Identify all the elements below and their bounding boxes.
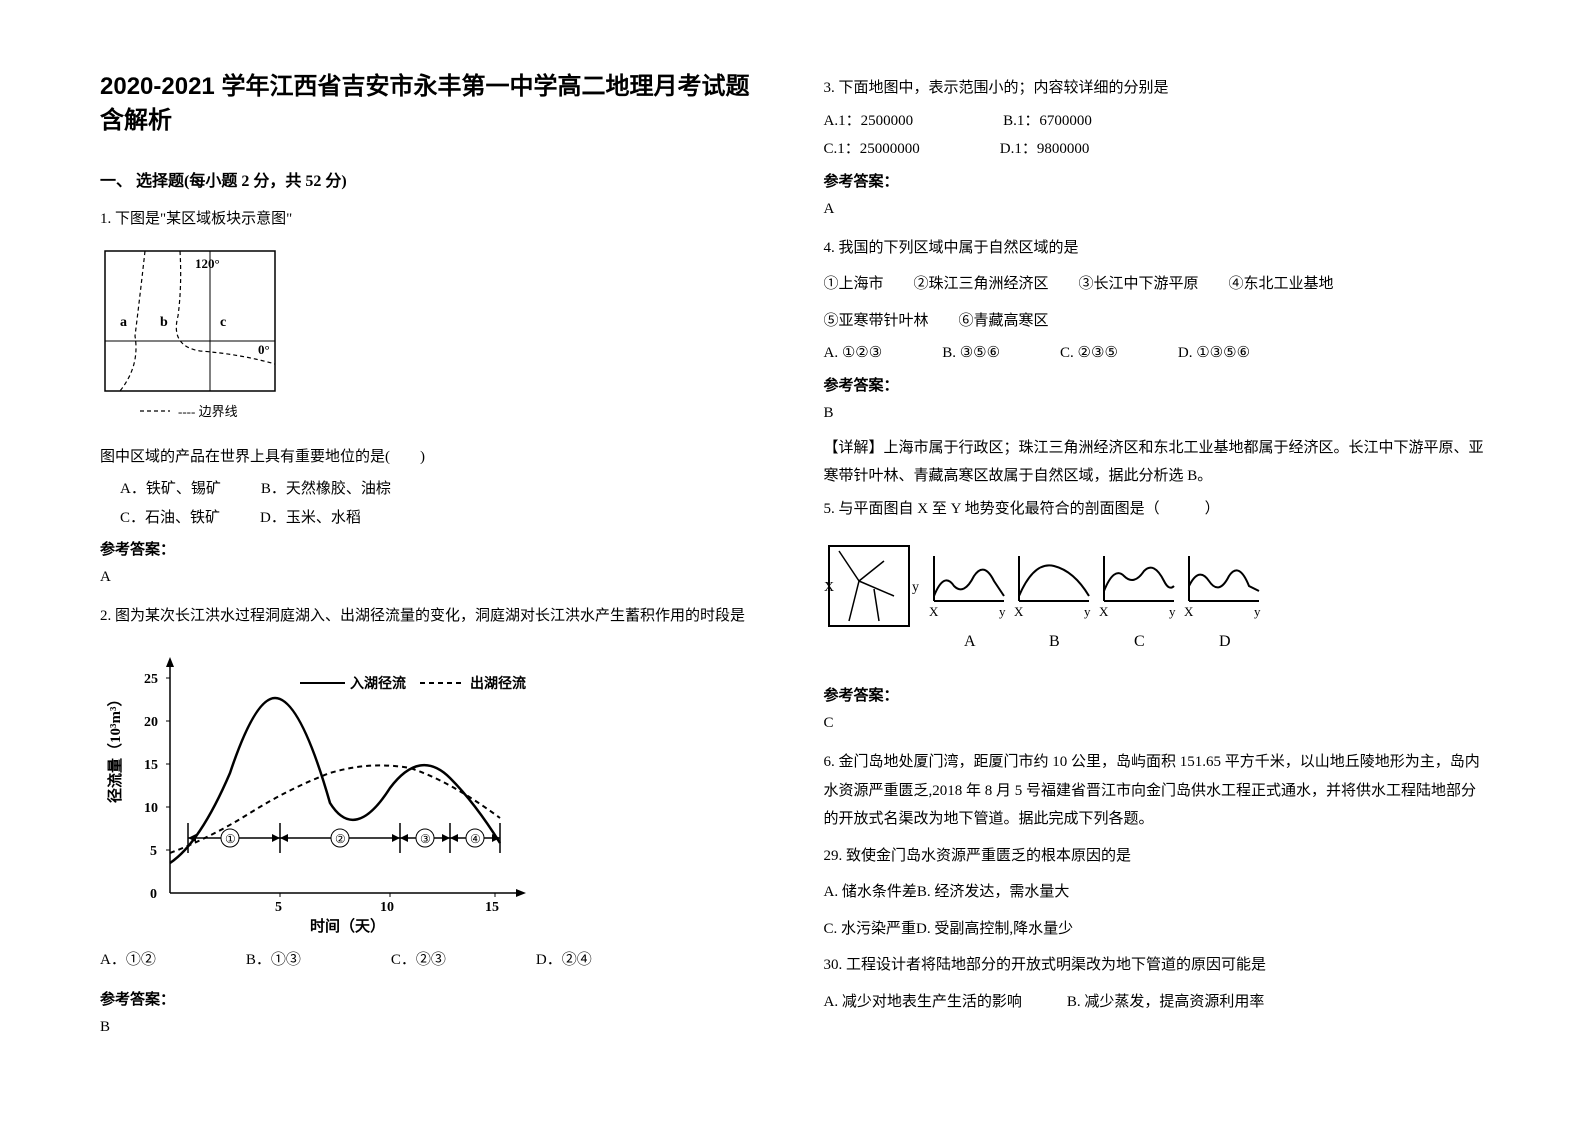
- ytick: 20: [144, 715, 158, 730]
- q4-line1: ①上海市 ②珠江三角洲经济区 ③长江中下游平原 ④东北工业基地: [824, 270, 1488, 299]
- q5-ans: C: [824, 715, 1488, 732]
- q4-stem: 4. 我国的下列区域中属于自然区域的是: [824, 234, 1488, 263]
- q2-stem: 2. 图为某次长江洪水过程洞庭湖入、出湖径流量的变化，洞庭湖对长江洪水产生蓄积作…: [100, 602, 764, 631]
- left-column: 2020-2021 学年江西省吉安市永丰第一中学高二地理月考试题含解析 一、 选…: [100, 70, 764, 1082]
- opt: B. ③⑤⑥: [942, 339, 1000, 368]
- q5-figure: X y X y A X y B: [824, 541, 1488, 666]
- opt: A．①②: [100, 946, 156, 975]
- seg: ③: [420, 832, 431, 846]
- opt: B.1：6700000: [1003, 107, 1092, 136]
- seg: ①: [225, 832, 236, 846]
- yl: y: [1169, 604, 1176, 619]
- lbl: C: [1134, 633, 1145, 650]
- q4-opts: A. ①②③ B. ③⑤⑥ C. ②③⑤ D. ①③⑤⑥: [824, 339, 1488, 368]
- lbl: A: [964, 633, 976, 650]
- xtick: 15: [485, 900, 499, 915]
- opt: C. ②③⑤: [1060, 339, 1118, 368]
- right-column: 3. 下面地图中，表示范围小的；内容较详细的分别是 A.1：2500000 B.…: [824, 70, 1488, 1082]
- q2-legend-in: 入湖径流: [350, 675, 406, 692]
- q2-svg: 0 5 10 15 20 25 5 10 15 径流量（10³m³） 时间（天）…: [100, 643, 540, 933]
- q5-ans-label: 参考答案：: [824, 684, 1488, 705]
- opt: A.1：2500000: [824, 107, 914, 136]
- yl: y: [1254, 604, 1261, 619]
- q3-stem: 3. 下面地图中，表示范围小的；内容较详细的分别是: [824, 74, 1488, 103]
- section-header: 一、 选择题(每小题 2 分，共 52 分): [100, 167, 764, 191]
- ytick: 0: [150, 887, 157, 902]
- q3-ans: A: [824, 201, 1488, 218]
- opt: C．石油、铁矿: [120, 504, 220, 533]
- xl: X: [929, 604, 939, 619]
- opt: D. ①③⑤⑥: [1178, 339, 1250, 368]
- q6-sub29: 29. 致使金门岛水资源严重匮乏的根本原因的是: [824, 842, 1488, 871]
- yl: y: [999, 604, 1006, 619]
- opt: D．玉米、水稻: [260, 504, 361, 533]
- q6-sub30-opts: A. 减少对地表生产生活的影响 B. 减少蒸发，提高资源利用率: [824, 988, 1488, 1017]
- q1-ans-label: 参考答案：: [100, 538, 764, 559]
- q1-figure: 120° 0° a b c ---- 边界线: [100, 246, 764, 431]
- lbl: B: [1049, 633, 1060, 650]
- q2-chart: 0 5 10 15 20 25 5 10 15 径流量（10³m³） 时间（天）…: [100, 643, 764, 938]
- xtick: 10: [380, 900, 394, 915]
- q4-explain: 【详解】上海市属于行政区；珠江三角洲经济区和东北工业基地都属于经济区。长江中下游…: [824, 434, 1488, 491]
- ytick: 15: [144, 758, 158, 773]
- q3-opts-row1: A.1：2500000 B.1：6700000: [824, 107, 1488, 136]
- yl: y: [1084, 604, 1091, 619]
- q2-legend-out: 出湖径流: [470, 675, 526, 692]
- q5-svg: X y X y A X y B: [824, 541, 1264, 661]
- q1-legend: ---- 边界线: [178, 404, 238, 419]
- lbl: D: [1219, 633, 1231, 650]
- q6-sub29-opt2: C. 水污染严重D. 受副高控制,降水量少: [824, 915, 1488, 944]
- q6-sub29-opt1: A. 储水条件差B. 经济发达，需水量大: [824, 878, 1488, 907]
- opt: B．天然橡胶、油棕: [261, 475, 391, 504]
- q1-opts-row2: C．石油、铁矿 D．玉米、水稻: [100, 504, 764, 533]
- xl: X: [1099, 604, 1109, 619]
- ytick: 10: [144, 801, 158, 816]
- xl: X: [1014, 604, 1024, 619]
- q5-x: X: [824, 580, 834, 595]
- q3-ans-label: 参考答案：: [824, 170, 1488, 191]
- opt: C．②③: [391, 946, 446, 975]
- q1-label-c: c: [220, 315, 226, 330]
- q6-stem: 6. 金门岛地处厦门湾，距厦门市约 10 公里，岛屿面积 151.65 平方千米…: [824, 748, 1488, 834]
- ytick: 25: [144, 672, 158, 687]
- q1-stem: 1. 下图是"某区域板块示意图": [100, 205, 764, 234]
- q6-sub30: 30. 工程设计者将陆地部分的开放式明渠改为地下管道的原因可能是: [824, 951, 1488, 980]
- seg: ④: [470, 832, 481, 846]
- q1-label-b: b: [160, 315, 168, 330]
- q2-ylabel: 径流量（10³m³）: [106, 691, 124, 803]
- xtick: 5: [275, 900, 282, 915]
- opt: D．②④: [536, 946, 592, 975]
- q2-ans-label: 参考答案：: [100, 988, 764, 1009]
- q2-ans: B: [100, 1019, 764, 1036]
- q1-label-a: a: [120, 315, 127, 330]
- doc-title: 2020-2021 学年江西省吉安市永丰第一中学高二地理月考试题含解析: [100, 70, 764, 137]
- q4-line2: ⑤亚寒带针叶林 ⑥青藏高寒区: [824, 307, 1488, 336]
- opt: A. ①②③: [824, 339, 883, 368]
- seg: ②: [335, 832, 346, 846]
- q1-svg: 120° 0° a b c ---- 边界线: [100, 246, 280, 426]
- opt: A．铁矿、锡矿: [120, 475, 221, 504]
- opt: B．①③: [246, 946, 301, 975]
- q2-xlabel: 时间（天）: [310, 917, 385, 933]
- opt: D.1：9800000: [1000, 135, 1090, 164]
- q5-y: y: [912, 580, 919, 595]
- ytick: 5: [150, 844, 157, 859]
- xl: X: [1184, 604, 1194, 619]
- q5-stem: 5. 与平面图自 X 至 Y 地势变化最符合的剖面图是（ ）: [824, 495, 1488, 524]
- q1-label-0: 0°: [258, 342, 270, 357]
- q1-label-120: 120°: [195, 256, 220, 271]
- q3-opts-row2: C.1：25000000 D.1：9800000: [824, 135, 1488, 164]
- q1-post-stem: 图中区域的产品在世界上具有重要地位的是( ): [100, 443, 764, 472]
- q1-ans: A: [100, 569, 764, 586]
- q2-opts: A．①② B．①③ C．②③ D．②④: [100, 946, 764, 975]
- q4-ans-label: 参考答案：: [824, 374, 1488, 395]
- q1-opts-row1: A．铁矿、锡矿 B．天然橡胶、油棕: [100, 475, 764, 504]
- q4-ans: B: [824, 405, 1488, 422]
- opt: C.1：25000000: [824, 135, 920, 164]
